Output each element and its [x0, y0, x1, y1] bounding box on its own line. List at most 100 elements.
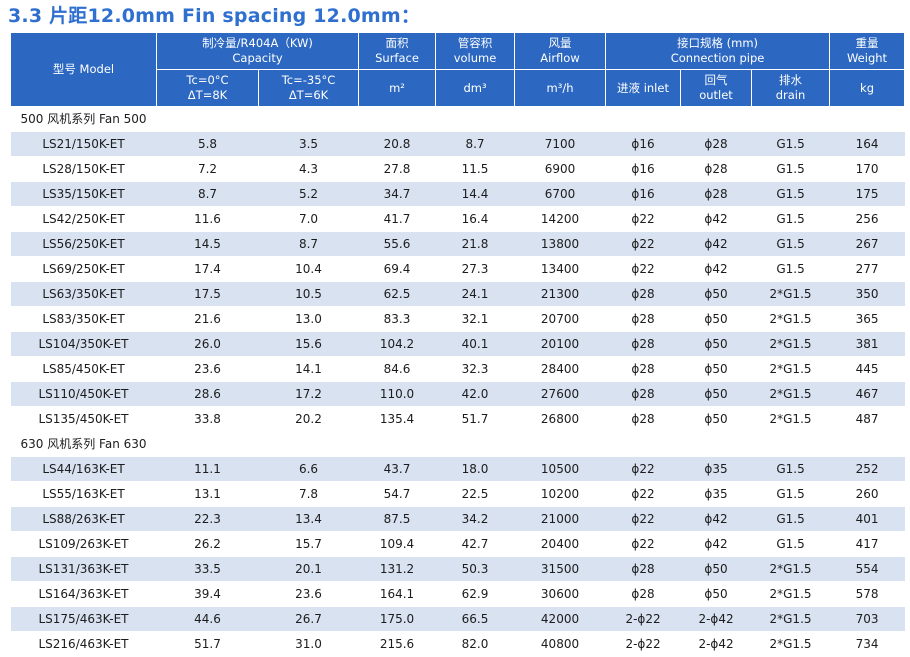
table-cell: 84.6 — [358, 356, 436, 382]
table-row: LS28/150K-ET 7.2 4.3 27.8 11.5 6900 ϕ16 ϕ28 G1.5… — [10, 156, 905, 182]
table-cell: G1.5 — [751, 181, 830, 207]
table-cell: ϕ16 — [605, 181, 681, 207]
table-cell: 23.6 — [156, 356, 259, 382]
table-cell: 2*G1.5 — [751, 556, 830, 582]
table-cell: 27.8 — [358, 156, 436, 182]
table-cell: ϕ35 — [680, 456, 752, 482]
page-title: 3.3 片距12.0mm Fin spacing 12.0mm： — [8, 5, 421, 27]
table-cell: 11.5 — [435, 156, 515, 182]
table-cell: G1.5 — [751, 456, 830, 482]
table-cell: 31500 — [514, 556, 606, 582]
table-cell: 417 — [829, 531, 905, 557]
table-cell: 734 — [829, 631, 905, 657]
table-cell: 164.1 — [358, 581, 436, 607]
table-cell: 5.2 — [258, 181, 359, 207]
table-cell: 28.6 — [156, 381, 259, 407]
table-cell: ϕ35 — [680, 481, 752, 507]
table-cell: LS110/450K-ET — [10, 381, 157, 407]
table-cell: ϕ28 — [605, 556, 681, 582]
table-cell: LS42/250K-ET — [10, 206, 157, 232]
table-cell: ϕ42 — [680, 531, 752, 557]
table-cell: 30600 — [514, 581, 606, 607]
table-cell: LS109/263K-ET — [10, 531, 157, 557]
table-cell: 22.5 — [435, 481, 515, 507]
table-cell: ϕ22 — [605, 506, 681, 532]
table-cell: 26.0 — [156, 331, 259, 357]
table-cell: 54.7 — [358, 481, 436, 507]
table-row: LS216/463K-ET 51.7 31.0 215.6 82.0 40800 2-ϕ22… — [10, 631, 905, 657]
table-cell: 6700 — [514, 181, 606, 207]
table-cell: 10200 — [514, 481, 606, 507]
table-cell: 175 — [829, 181, 905, 207]
table-cell: ϕ28 — [605, 581, 681, 607]
table-cell: ϕ16 — [605, 156, 681, 182]
table-cell: 13800 — [514, 231, 606, 257]
table-cell: ϕ42 — [680, 231, 752, 257]
table-cell: 20.2 — [258, 406, 359, 432]
table-cell: 252 — [829, 456, 905, 482]
table-cell: 7.2 — [156, 156, 259, 182]
table-cell: 26.7 — [258, 606, 359, 632]
table-cell: 10500 — [514, 456, 606, 482]
table-cell: 51.7 — [435, 406, 515, 432]
table-cell: 2-ϕ22 — [605, 606, 681, 632]
table-cell: 16.4 — [435, 206, 515, 232]
table-cell: ϕ50 — [680, 331, 752, 357]
table-cell: LS56/250K-ET — [10, 231, 157, 257]
table-cell: 42000 — [514, 606, 606, 632]
header-volume-unit: dm³ — [435, 69, 516, 107]
table-cell: 2-ϕ42 — [680, 631, 752, 657]
table-row: LS85/450K-ET 23.6 14.1 84.6 32.3 28400 ϕ28 ϕ50 2… — [10, 356, 905, 382]
table-cell: G1.5 — [751, 506, 830, 532]
table-cell: ϕ28 — [605, 281, 681, 307]
table-cell: G1.5 — [751, 156, 830, 182]
table-cell: 14.4 — [435, 181, 515, 207]
table-cell: 32.3 — [435, 356, 515, 382]
header-connection-pipe: 接口规格 (mm) Connection pipe — [605, 32, 831, 70]
table-cell: 62.9 — [435, 581, 515, 607]
table-cell: 10.5 — [258, 281, 359, 307]
table-cell: ϕ50 — [680, 581, 752, 607]
table-cell: 7.8 — [258, 481, 359, 507]
table-cell: 13.4 — [258, 506, 359, 532]
header-surface: 面积 Surface — [358, 32, 437, 70]
header-weight: 重量 Weight — [829, 32, 906, 70]
table-cell: 2*G1.5 — [751, 331, 830, 357]
table-cell: 170 — [829, 156, 905, 182]
table-cell: ϕ50 — [680, 306, 752, 332]
table-cell: ϕ22 — [605, 456, 681, 482]
table-cell: ϕ22 — [605, 531, 681, 557]
table-cell: G1.5 — [751, 531, 830, 557]
table-cell: 21000 — [514, 506, 606, 532]
table-cell: 7100 — [514, 131, 606, 157]
table-cell: 31.0 — [258, 631, 359, 657]
table-row: LS175/463K-ET 44.6 26.7 175.0 66.5 42000 2-ϕ22… — [10, 606, 905, 632]
table-cell: 104.2 — [358, 331, 436, 357]
table-cell: ϕ28 — [605, 306, 681, 332]
table-cell: 34.2 — [435, 506, 515, 532]
table-cell: 2-ϕ42 — [680, 606, 752, 632]
header-drain: 排水 drain — [751, 69, 831, 107]
table-cell: ϕ42 — [680, 256, 752, 282]
table-cell: ϕ50 — [680, 381, 752, 407]
table-cell: 42.0 — [435, 381, 515, 407]
table-cell: ϕ28 — [605, 356, 681, 382]
table-cell: 2*G1.5 — [751, 381, 830, 407]
table-body: 500 风机系列 Fan 500 LS21/150K-ET 5.8 3.5 20.8 8.… — [10, 106, 905, 657]
table-cell: 11.6 — [156, 206, 259, 232]
table-cell: 14.1 — [258, 356, 359, 382]
table-cell: ϕ50 — [680, 556, 752, 582]
table-cell: 703 — [829, 606, 905, 632]
table-cell: ϕ50 — [680, 281, 752, 307]
table-cell: 44.6 — [156, 606, 259, 632]
header-airflow-unit: m³/h — [514, 69, 607, 107]
header-model: 型号 Model — [10, 32, 157, 107]
table-cell: 8.7 — [258, 231, 359, 257]
table-cell: 27.3 — [435, 256, 515, 282]
table-cell: LS44/163K-ET — [10, 456, 157, 482]
table-cell: 487 — [829, 406, 905, 432]
table-cell: ϕ28 — [680, 156, 752, 182]
table-cell: 82.0 — [435, 631, 515, 657]
table-cell: LS88/263K-ET — [10, 506, 157, 532]
table-cell: 55.6 — [358, 231, 436, 257]
